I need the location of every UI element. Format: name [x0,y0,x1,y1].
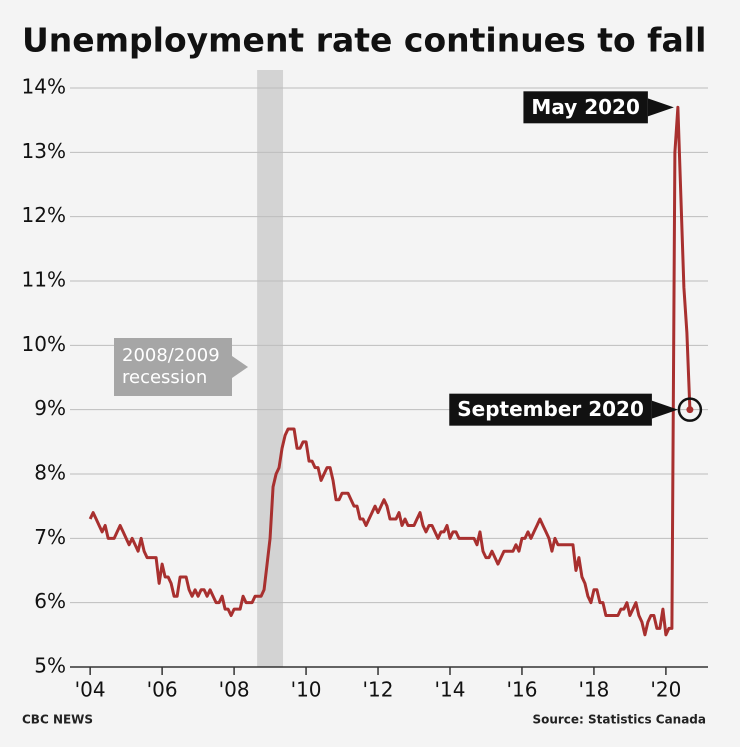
recession-label: 2008/2009 recession [122,345,220,388]
annotation-pointer [651,400,678,419]
x-tick-label: '04 [75,678,106,702]
x-tick-label: '08 [219,678,250,702]
x-tick-label: '14 [435,678,466,702]
end-dot [686,406,694,414]
source: Source: Statistics Canada [532,713,706,727]
chart-title: Unemployment rate continues to fall [22,21,706,60]
x-tick-label: '06 [147,678,178,702]
x-tick-label: '18 [578,678,609,702]
end-ring [677,397,703,422]
annotation-label: September 2020 [457,397,644,421]
y-tick-label: 12% [22,203,66,227]
annotation: September 2020 [449,393,703,426]
y-tick-label: 7% [34,525,66,549]
annotation-box [523,91,648,124]
y-tick-label: 14% [22,75,66,99]
annotation-box [449,393,652,426]
recession-label-box [114,338,232,396]
x-tick-label: '10 [291,678,322,702]
recession-label-line: recession [122,367,207,388]
recession-pointer [232,356,248,378]
y-tick-label: 9% [34,396,66,420]
annotation-label: May 2020 [531,95,639,119]
annotation: May 2020 [523,91,674,124]
y-tick-label: 5% [34,654,66,678]
y-tick-label: 11% [22,268,66,292]
y-tick-label: 10% [22,332,66,356]
credit: CBC NEWS [22,713,93,727]
y-tick-label: 8% [34,461,66,485]
x-tick-label: '20 [650,678,681,702]
recession-annotation: 2008/2009 recession [114,338,248,396]
y-tick-label: 6% [34,589,66,613]
y-tick-label: 13% [22,139,66,163]
x-tick-label: '16 [506,678,537,702]
x-tick-label: '12 [363,678,394,702]
annotation-pointer [647,98,674,117]
recession-label-line: 2008/2009 [122,345,220,366]
recession-band [257,70,284,667]
data-line [88,105,692,637]
